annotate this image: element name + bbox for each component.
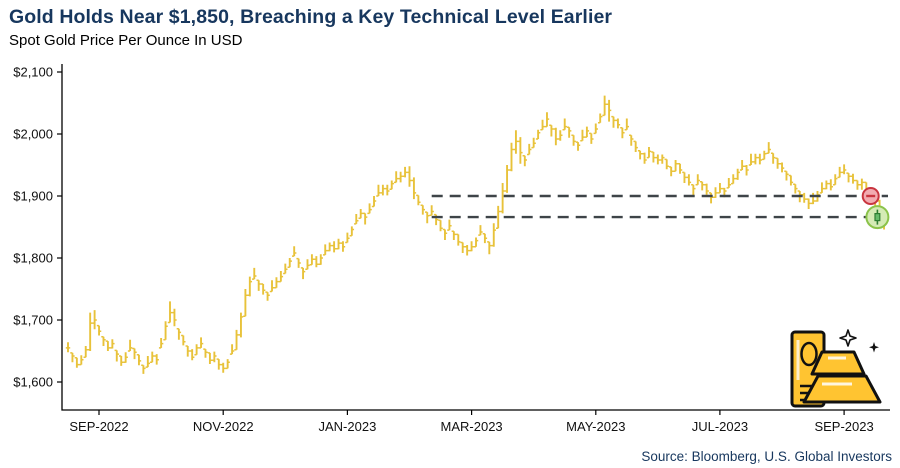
gold-ingot-top bbox=[810, 350, 866, 376]
x-axis-label: MAY-2023 bbox=[566, 419, 625, 434]
sparkle-icon bbox=[839, 329, 857, 347]
chart-title: Gold Holds Near $1,850, Breaching a Key … bbox=[9, 6, 613, 28]
y-axis-label: $1,700 bbox=[13, 313, 53, 328]
bar-stamp bbox=[800, 341, 818, 367]
y-axis-label: $1,600 bbox=[13, 375, 53, 390]
x-axis-label: SEP-2023 bbox=[814, 419, 873, 434]
candle-icon bbox=[874, 213, 881, 222]
x-axis-label: SEP-2022 bbox=[69, 419, 128, 434]
gold-ingot-bottom bbox=[802, 374, 882, 404]
plot-layer: $2,100 $2,000 $1,900 $1,800 $1,700 $1,600 SEP-… bbox=[13, 64, 890, 434]
x-axis-label: JAN-2023 bbox=[318, 419, 376, 434]
price-bars bbox=[67, 95, 885, 374]
y-axis-label: $2,100 bbox=[13, 65, 53, 80]
gold-bars-icon bbox=[790, 329, 882, 408]
y-axis-label: $2,000 bbox=[13, 127, 53, 142]
axis-lines bbox=[61, 64, 890, 411]
x-axis-label: NOV-2022 bbox=[193, 419, 254, 434]
y-axis-label: $1,900 bbox=[13, 189, 53, 204]
x-axis-label: MAR-2023 bbox=[441, 419, 503, 434]
y-axis-label: $1,800 bbox=[13, 251, 53, 266]
sparkle-icon bbox=[869, 342, 879, 353]
x-axis-label: JUL-2023 bbox=[692, 419, 748, 434]
price-bar-ticks bbox=[65, 103, 887, 370]
chart-subtitle: Spot Gold Price Per Ounce In USD bbox=[9, 32, 243, 49]
source-credit: Source: Bloomberg, U.S. Global Investors bbox=[641, 449, 892, 464]
